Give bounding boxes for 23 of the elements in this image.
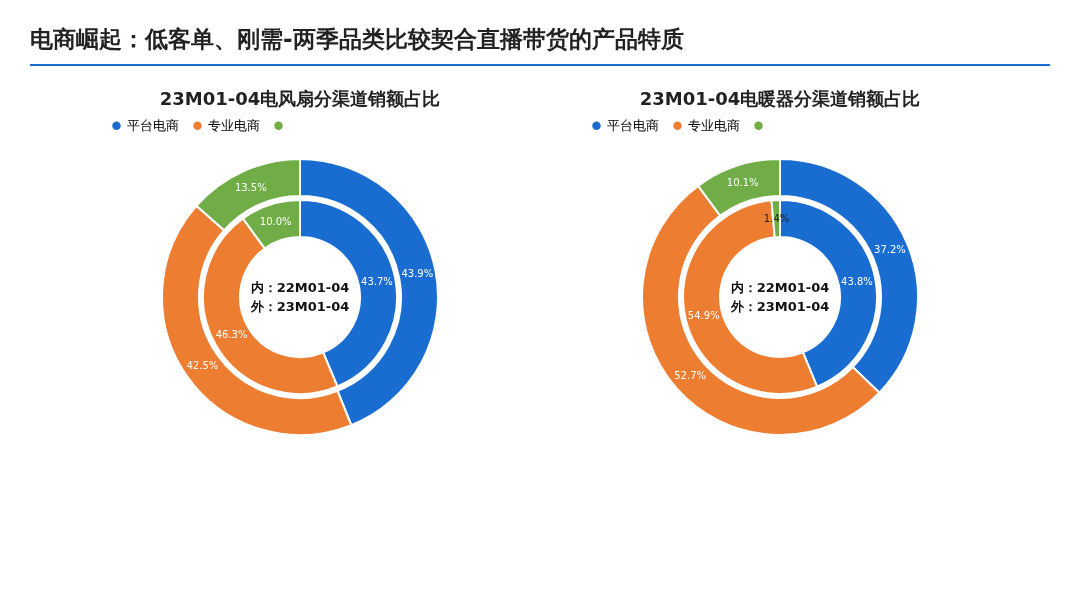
data-label: 54.9% [687,309,720,321]
legend-label: 平台电商 [607,117,659,133]
text: 内：22M01-04 [730,279,830,295]
legend-label: 专业电商 [688,117,740,133]
data-label: 43.7% [361,275,393,287]
legend-label: 专业电商 [208,117,260,133]
data-label: 10.0% [259,216,292,228]
data-label: 42.5% [186,359,219,371]
text: 外：23M01-04 [249,298,350,314]
data-label: 13.5% [234,182,267,194]
data-label: 10.1% [726,177,759,189]
text: 电商崛起：低客单、刚需-两季品类比较契合直播带货的产品特质 [29,25,685,54]
data-label: 43.8% [841,275,873,287]
chart-title: 23M01-04电暖器分渠道销额占比 [639,88,921,109]
data-label: 52.7% [674,369,706,381]
text: 外：23M01-04 [729,298,830,314]
data-label: 46.3% [215,329,248,341]
data-label: 37.2% [874,244,906,256]
chart-title: 23M01-04电风扇分渠道销额占比 [159,88,441,109]
data-label: 43.9% [401,268,434,280]
legend-label: 平台电商 [127,117,179,133]
text: 内：22M01-04 [250,279,350,295]
data-label: 1.4% [763,212,790,224]
